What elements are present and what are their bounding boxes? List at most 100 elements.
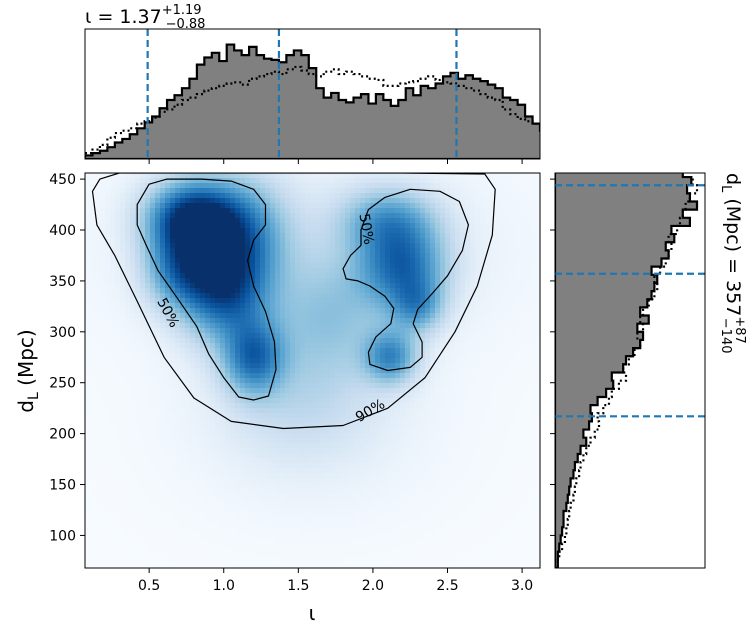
heat-cell (105, 318, 111, 324)
heat-cell (225, 383, 231, 389)
heat-cell (195, 278, 201, 284)
heat-cell (380, 253, 386, 259)
heat-cell (330, 468, 336, 474)
heat-cell (355, 343, 361, 349)
heat-cell (355, 393, 361, 399)
heat-cell (150, 438, 156, 444)
heat-cell (190, 353, 196, 359)
heat-cell (195, 453, 201, 459)
heat-cell (150, 433, 156, 439)
heat-cell (320, 473, 326, 479)
heat-cell (355, 518, 361, 524)
heat-cell (345, 523, 351, 529)
heat-cell (290, 203, 296, 209)
heat-cell (250, 268, 256, 274)
heat-cell (225, 333, 231, 339)
heat-cell (230, 233, 236, 239)
heat-cell (210, 438, 216, 444)
heat-cell (355, 198, 361, 204)
heat-cell (305, 383, 311, 389)
heat-cell (230, 333, 236, 339)
heat-cell (220, 358, 226, 364)
heat-cell (145, 523, 151, 529)
heat-cell (200, 273, 206, 279)
heat-cell (220, 273, 226, 279)
heat-cell (150, 323, 156, 329)
heat-cell (340, 208, 346, 214)
heat-cell (170, 188, 176, 194)
heat-cell (260, 358, 266, 364)
heat-cell (190, 183, 196, 189)
heat-cell (155, 223, 161, 229)
heat-cell (250, 348, 256, 354)
heat-cell (325, 438, 331, 444)
heat-cell (285, 293, 291, 299)
heat-cell (120, 403, 126, 409)
heat-cell (95, 443, 101, 449)
heat-cell (365, 258, 371, 264)
heat-cell (235, 498, 241, 504)
heat-cell (270, 523, 276, 529)
heat-cell (225, 513, 231, 519)
heat-cell (195, 503, 201, 509)
heat-cell (310, 293, 316, 299)
heat-cell (295, 333, 301, 339)
heat-cell (105, 543, 111, 549)
heat-cell (315, 268, 321, 274)
heat-cell (385, 218, 391, 224)
heat-cell (100, 513, 106, 519)
heat-cell (170, 363, 176, 369)
heat-cell (225, 503, 231, 509)
heat-cell (235, 193, 241, 199)
heat-cell (330, 323, 336, 329)
heat-cell (280, 438, 286, 444)
heat-cell (275, 418, 281, 424)
heat-cell (110, 408, 116, 414)
heat-cell (225, 408, 231, 414)
heat-cell (365, 468, 371, 474)
heat-cell (125, 223, 131, 229)
heat-cell (365, 223, 371, 229)
heat-cell (210, 558, 216, 564)
heat-cell (160, 483, 166, 489)
heat-cell (385, 243, 391, 249)
heat-cell (210, 193, 216, 199)
heat-cell (325, 198, 331, 204)
heat-cell (90, 438, 96, 444)
heat-cell (375, 503, 381, 509)
heat-cell (190, 298, 196, 304)
heat-cell (95, 448, 101, 454)
heat-cell (90, 298, 96, 304)
heat-cell (180, 368, 186, 374)
heat-cell (225, 423, 231, 429)
heat-cell (330, 253, 336, 259)
heat-cell (100, 213, 106, 219)
heat-cell (130, 348, 136, 354)
heat-cell (215, 468, 221, 474)
heat-cell (345, 553, 351, 559)
heat-cell (245, 338, 251, 344)
heat-cell (305, 348, 311, 354)
heat-cell (90, 178, 96, 184)
heat-cell (100, 178, 106, 184)
heat-cell (240, 408, 246, 414)
heat-cell (275, 493, 281, 499)
heat-cell (245, 333, 251, 339)
heat-cell (230, 228, 236, 234)
heat-cell (105, 288, 111, 294)
heat-cell (365, 553, 371, 559)
heat-cell (295, 208, 301, 214)
heat-cell (100, 348, 106, 354)
heat-cell (140, 518, 146, 524)
heat-cell (385, 338, 391, 344)
heat-cell (340, 408, 346, 414)
heat-cell (315, 378, 321, 384)
heat-cell (170, 423, 176, 429)
heat-cell (245, 248, 251, 254)
heat-cell (245, 293, 251, 299)
heat-cell (240, 348, 246, 354)
heat-cell (395, 563, 401, 568)
heat-cell (130, 393, 136, 399)
heat-cell (245, 398, 251, 404)
